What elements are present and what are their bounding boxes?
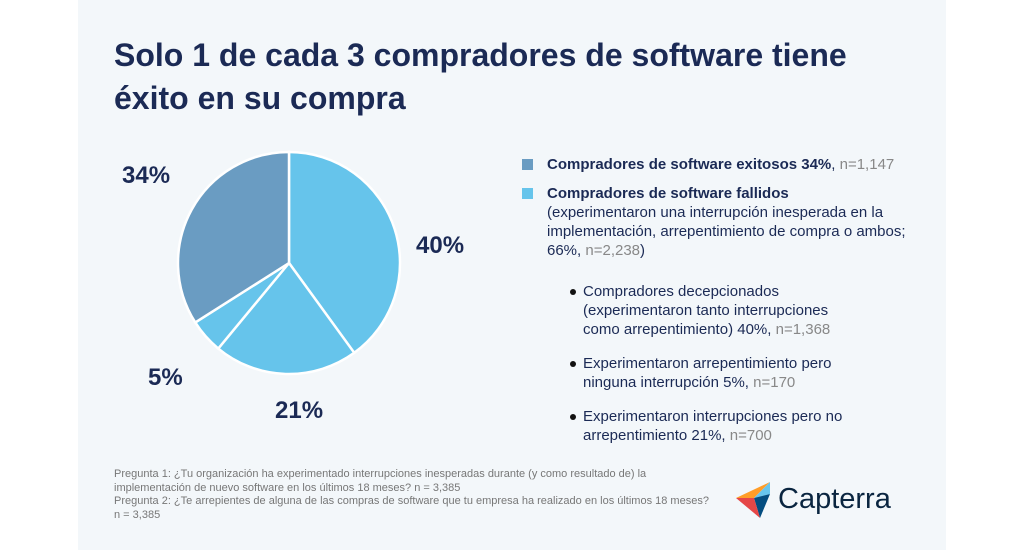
legend-item-success: Compradores de software exitosos 34%, n=… [520,155,920,174]
pie-label-34: 34% [122,162,171,189]
logo-text: Capterra [778,482,891,515]
legend: Compradores de software exitosos 34%, n=… [520,155,920,460]
footnote-q1: Pregunta 1: ¿Tu organización ha experime… [114,468,647,494]
footnotes: Pregunta 1: ¿Tu organización ha experime… [114,468,714,522]
pie-label-21: 21% [275,397,324,424]
bullet-icon [570,414,576,420]
pie-slice-34 [176,150,291,325]
sub-n: n=1,368 [775,321,831,338]
legend-label: Compradores de software exitosos 34% [547,156,832,173]
sub-text: Compradores decepcionados (experimentaro… [583,283,829,338]
sub-n: n=170 [753,374,796,391]
legend-swatch [522,159,533,170]
legend-n: n=1,147 [839,156,895,173]
capterra-arrow-icon [736,482,770,518]
bullet-icon [570,289,576,295]
pie-slice-21 [216,260,356,376]
legend-n: n=2,238 [585,242,641,259]
legend-sub-item: Experimentaron interrupciones pero no ar… [520,407,843,445]
sub-text: Experimentaron arrepentimiento pero ning… [583,355,832,391]
bullet-icon [570,361,576,367]
pie-label-40: 40% [416,232,465,259]
legend-label: Compradores de software fallidos [547,185,789,202]
legend-sub-item: Compradores decepcionados (experimentaro… [520,282,853,339]
page-title: Solo 1 de cada 3 compradores de software… [114,37,847,116]
footnote-q2: Pregunta 2: ¿Te arrepientes de alguna de… [114,495,709,521]
pie-slice-40 [287,150,402,355]
legend-item-failed: Compradores de software fallidos (experi… [520,184,920,260]
sub-text: Experimentaron interrupciones pero no ar… [583,408,843,444]
pie-label-5: 5% [148,364,183,391]
capterra-logo: Capterra [736,480,891,518]
sub-n: n=700 [729,427,772,444]
legend-close: ) [640,242,646,259]
legend-swatch [522,188,533,199]
legend-sub-item: Experimentaron arrepentimiento pero ning… [520,354,843,392]
legend-desc: (experimentaron una interrupción inesper… [547,204,906,259]
